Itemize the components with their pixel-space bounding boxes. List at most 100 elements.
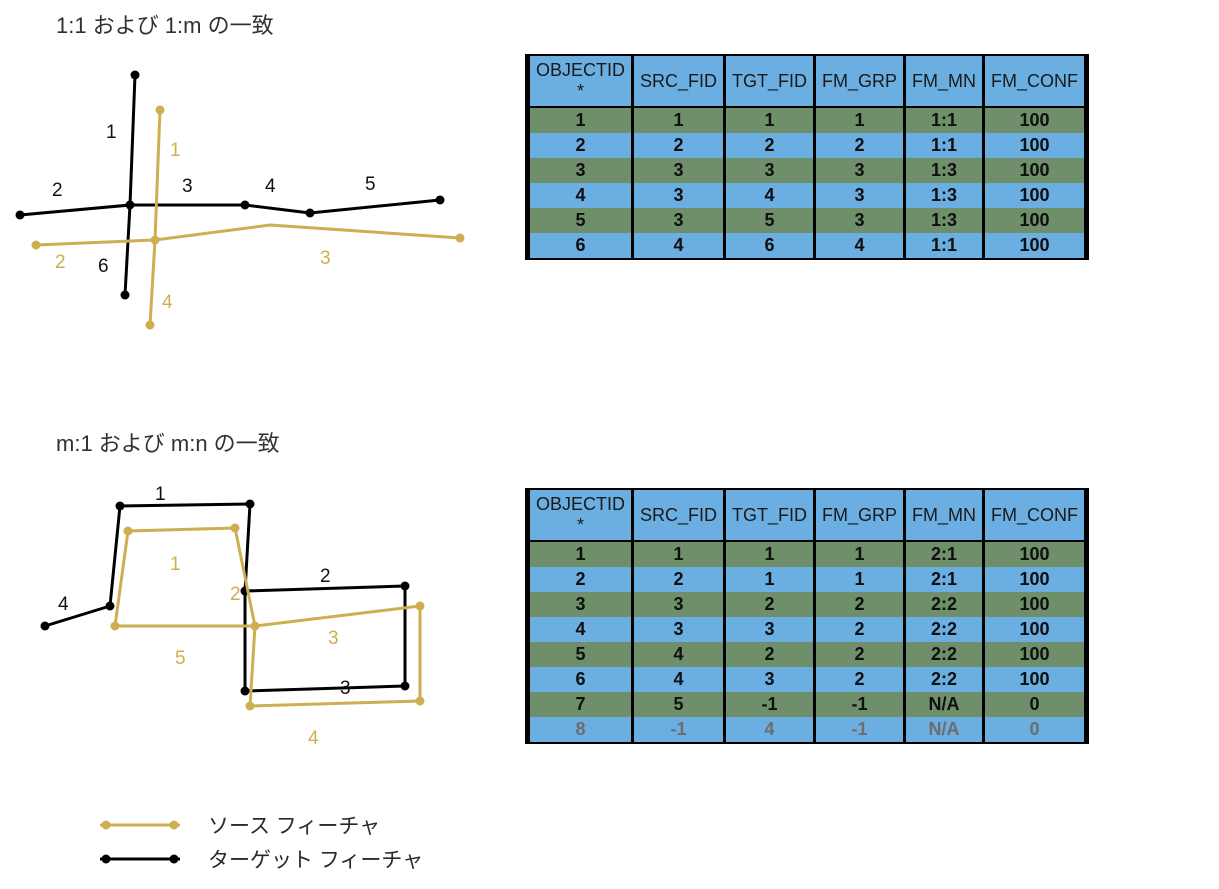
cell: 2:2 [906, 592, 982, 617]
cell: 3 [530, 158, 631, 183]
cell: 2 [816, 133, 903, 158]
cell: 100 [985, 233, 1084, 258]
cell: 5 [726, 208, 813, 233]
cell: 5 [530, 208, 631, 233]
cell: 5 [634, 692, 723, 717]
table-row: 64322:2100 [530, 667, 1084, 692]
col-header: FM_CONF [985, 56, 1084, 108]
table-row: 53531:3100 [530, 208, 1084, 233]
target-edge-label: 1 [106, 122, 117, 144]
col-header: TGT_FID [726, 490, 813, 542]
cell: 1 [530, 108, 631, 133]
target-edge-label: 1 [155, 484, 166, 506]
cell: 4 [530, 183, 631, 208]
cell: 8 [530, 717, 631, 742]
cell: 2 [634, 567, 723, 592]
cell: 3 [634, 183, 723, 208]
cell: 2 [634, 133, 723, 158]
col-header: OBJECTID * [530, 56, 631, 108]
cell: 3 [634, 158, 723, 183]
cell: 2:2 [906, 617, 982, 642]
table-row: 11111:1100 [530, 108, 1084, 133]
table-row: 64641:1100 [530, 233, 1084, 258]
target-edge-label: 4 [58, 594, 69, 616]
cell: 100 [985, 133, 1084, 158]
col-header: SRC_FID [634, 490, 723, 542]
col-header: FM_MN [906, 490, 982, 542]
cell: 100 [985, 208, 1084, 233]
cell: 3 [634, 617, 723, 642]
cell: 2:2 [906, 642, 982, 667]
col-header: OBJECTID * [530, 490, 631, 542]
cell: 2 [530, 133, 631, 158]
source-edge-label: 1 [170, 140, 181, 162]
source-edge-label: 3 [320, 248, 331, 270]
target-edge-label: 2 [52, 180, 63, 202]
legend: ソース フィーチャ ターゲット フィーチャ [100, 808, 423, 876]
cell: 0 [985, 692, 1084, 717]
cell: 5 [530, 642, 631, 667]
cell: 100 [985, 158, 1084, 183]
cell: 100 [985, 108, 1084, 133]
cell: 1 [816, 108, 903, 133]
cell: 3 [726, 667, 813, 692]
cell: 100 [985, 183, 1084, 208]
cell: 1 [816, 567, 903, 592]
title-bottom: m:1 および m:n の一致 [56, 426, 280, 458]
cell: 4 [816, 233, 903, 258]
legend-target-label: ターゲット フィーチャ [208, 844, 423, 874]
table-row: 43431:3100 [530, 183, 1084, 208]
cell: 2 [816, 642, 903, 667]
cell: 100 [985, 592, 1084, 617]
table-row: 22112:1100 [530, 567, 1084, 592]
cell: 2 [816, 617, 903, 642]
source-edge-label: 4 [308, 728, 319, 750]
cell: 1:1 [906, 108, 982, 133]
cell: -1 [816, 717, 903, 742]
col-header: FM_GRP [816, 56, 903, 108]
table-row: 43322:2100 [530, 617, 1084, 642]
cell: 4 [726, 183, 813, 208]
cell: 2:2 [906, 667, 982, 692]
cell: 3 [816, 208, 903, 233]
cell: 2 [816, 592, 903, 617]
cell: 4 [634, 667, 723, 692]
cell: 2 [816, 667, 903, 692]
target-edge-label: 3 [340, 678, 351, 700]
source-edge-label: 5 [175, 648, 186, 670]
source-edge-label: 2 [55, 252, 66, 274]
table-row: 54222:2100 [530, 642, 1084, 667]
data-table: OBJECTID *SRC_FIDTGT_FIDFM_GRPFM_MNFM_CO… [525, 54, 1089, 260]
cell: 1 [726, 567, 813, 592]
cell: 7 [530, 692, 631, 717]
col-header: FM_MN [906, 56, 982, 108]
cell: N/A [906, 692, 982, 717]
col-header: FM_CONF [985, 490, 1084, 542]
cell: 1:3 [906, 183, 982, 208]
table-row: 75-1-1N/A0 [530, 692, 1084, 717]
cell: 100 [985, 667, 1084, 692]
cell: 6 [530, 667, 631, 692]
cell: 100 [985, 542, 1084, 567]
target-edge-label: 3 [182, 176, 193, 198]
cell: 3 [726, 158, 813, 183]
cell: 1 [726, 542, 813, 567]
cell: 100 [985, 567, 1084, 592]
cell: 1:1 [906, 133, 982, 158]
source-edge-label: 4 [162, 292, 173, 314]
table-row: 11112:1100 [530, 542, 1084, 567]
cell: -1 [726, 692, 813, 717]
cell: 6 [726, 233, 813, 258]
cell: 2:1 [906, 542, 982, 567]
cell: 100 [985, 642, 1084, 667]
cell: 4 [530, 617, 631, 642]
cell: 2 [726, 592, 813, 617]
cell: 2 [530, 567, 631, 592]
legend-target: ターゲット フィーチャ [100, 842, 423, 876]
cell: 2:1 [906, 567, 982, 592]
table-row: 33222:2100 [530, 592, 1084, 617]
target-edge-label: 5 [365, 174, 376, 196]
cell: 3 [816, 183, 903, 208]
cell: 3 [530, 592, 631, 617]
table-row: 8-14-1N/A0 [530, 717, 1084, 742]
